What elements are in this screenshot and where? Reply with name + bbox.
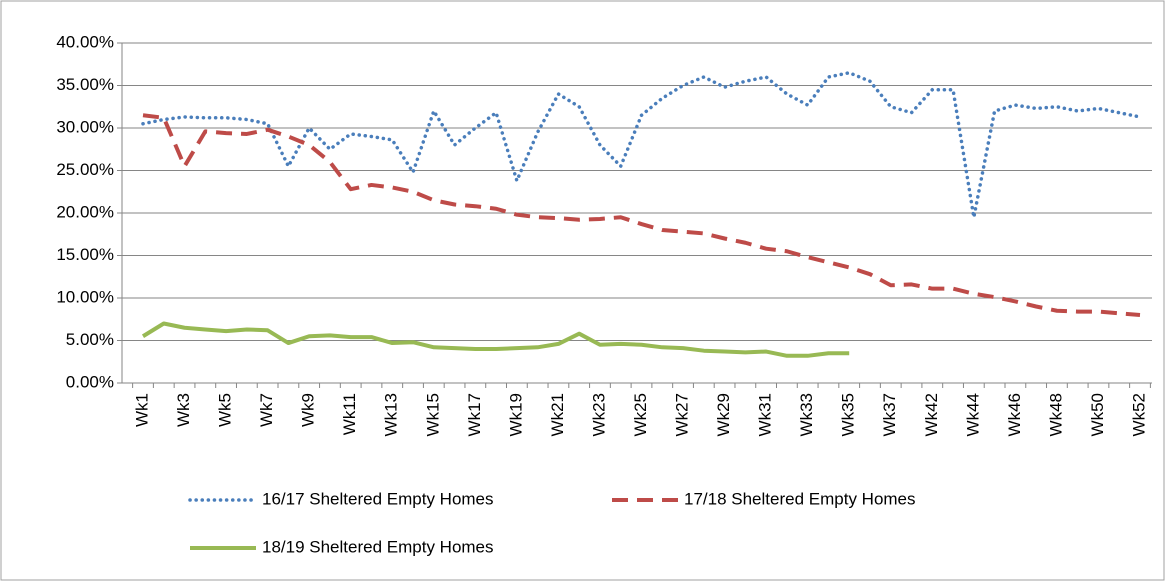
x-tick-label: Wk27 [673, 393, 692, 436]
x-tick-label: Wk23 [589, 393, 608, 436]
x-tick-label: Wk37 [880, 393, 899, 436]
x-tick-label: Wk44 [963, 393, 982, 436]
y-tick-label: 20.00% [56, 202, 114, 221]
x-tick-label: Wk50 [1088, 393, 1107, 436]
x-tick-label: Wk11 [340, 393, 359, 435]
y-tick-label: 10.00% [56, 287, 114, 306]
x-tick-label: Wk17 [465, 393, 484, 436]
y-tick-label: 15.00% [56, 245, 114, 264]
x-tick-label: Wk7 [257, 393, 276, 427]
x-tick-label: Wk33 [797, 393, 816, 436]
y-tick-label: 35.00% [56, 75, 114, 94]
x-tick-label: Wk19 [506, 393, 525, 436]
x-tick-label: Wk35 [839, 393, 858, 436]
legend-label: 16/17 Sheltered Empty Homes [262, 489, 494, 508]
y-tick-label: 5.00% [66, 330, 114, 349]
x-tick-label: Wk5 [216, 393, 235, 427]
x-tick-label: Wk31 [756, 393, 775, 436]
legend-label: 18/19 Sheltered Empty Homes [262, 537, 494, 556]
series-line [142, 113, 1141, 317]
x-tick-label: Wk21 [548, 393, 567, 436]
x-tick-label: Wk42 [922, 393, 941, 436]
legend-label: 17/18 Sheltered Empty Homes [684, 489, 916, 508]
x-tick-label: Wk13 [382, 393, 401, 436]
x-tick-label: Wk3 [174, 393, 193, 427]
series-line [141, 71, 1142, 219]
y-tick-label: 30.00% [56, 117, 114, 136]
y-tick-label: 25.00% [56, 160, 114, 179]
series-line [141, 321, 850, 358]
x-tick-label: Wk46 [1005, 393, 1024, 436]
x-tick-label: Wk48 [1046, 393, 1065, 436]
x-tick-label: Wk29 [714, 393, 733, 436]
x-tick-label: Wk15 [423, 393, 442, 436]
x-tick-label: Wk1 [132, 393, 151, 427]
y-tick-label: 0.00% [66, 372, 114, 391]
x-tick-label: Wk52 [1129, 393, 1148, 436]
x-tick-label: Wk25 [631, 393, 650, 436]
y-tick-label: 40.00% [56, 32, 114, 51]
x-tick-label: Wk9 [299, 393, 318, 427]
